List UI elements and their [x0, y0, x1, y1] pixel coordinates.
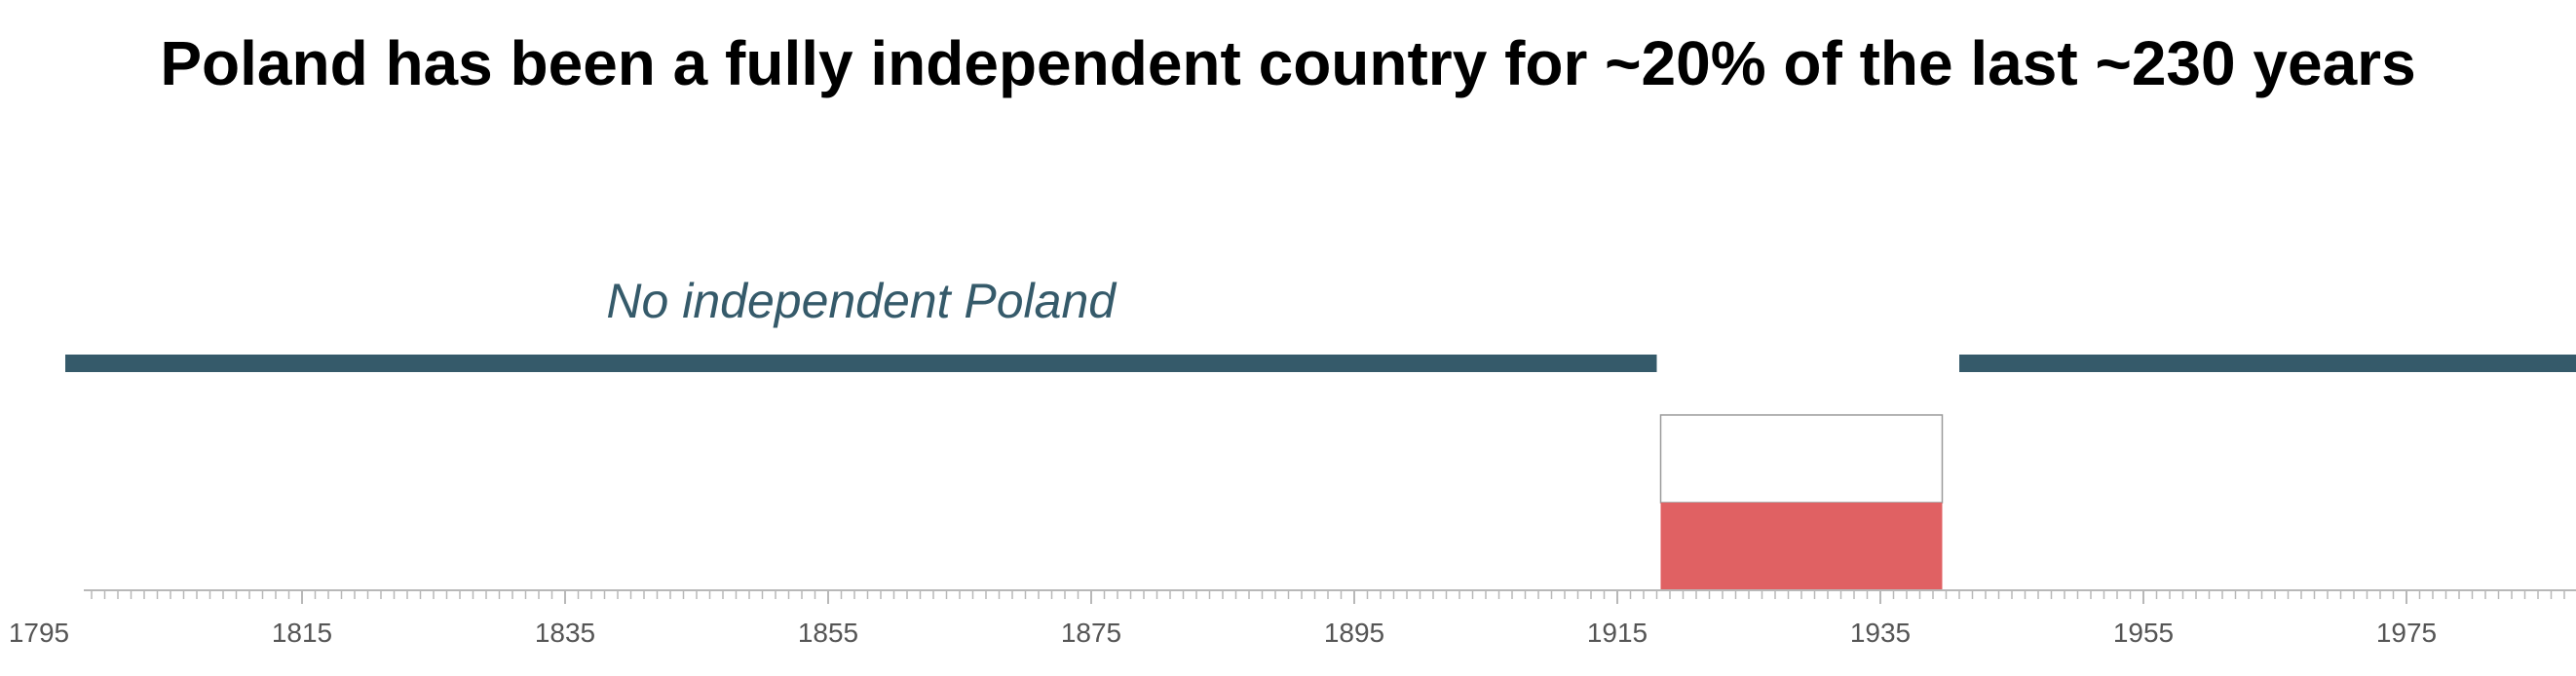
- x-tick-label: 1955: [2113, 618, 2174, 648]
- flag-red-stripe-1: [1660, 503, 1943, 589]
- period-bars: [65, 355, 2576, 589]
- x-tick-label: 1815: [272, 618, 332, 648]
- x-tick-label: 1895: [1324, 618, 1384, 648]
- annotation-0: No independent Poland: [606, 274, 1118, 328]
- x-tick-label: 1975: [2376, 618, 2437, 648]
- x-tick-label: 1875: [1061, 618, 1121, 648]
- x-tick-label: 1855: [798, 618, 858, 648]
- x-axis: 1795 1815 1835 1855 1875 1895 1915 1935 1955 1975…: [9, 589, 2576, 648]
- x-tick-label: 1915: [1587, 618, 1648, 648]
- x-tick-label: 1935: [1850, 618, 1911, 648]
- chart-title: Poland has been a fully independent coun…: [160, 28, 2416, 98]
- no-independence-bar-2: [1959, 355, 2576, 372]
- annotations: No independent PolandPoland: [606, 274, 1118, 328]
- no-independence-bar-0: [65, 355, 1657, 372]
- flag-white-stripe-1: [1659, 414, 1944, 504]
- x-tick-label: 1835: [535, 618, 595, 648]
- x-tick-label: 1795: [9, 618, 69, 648]
